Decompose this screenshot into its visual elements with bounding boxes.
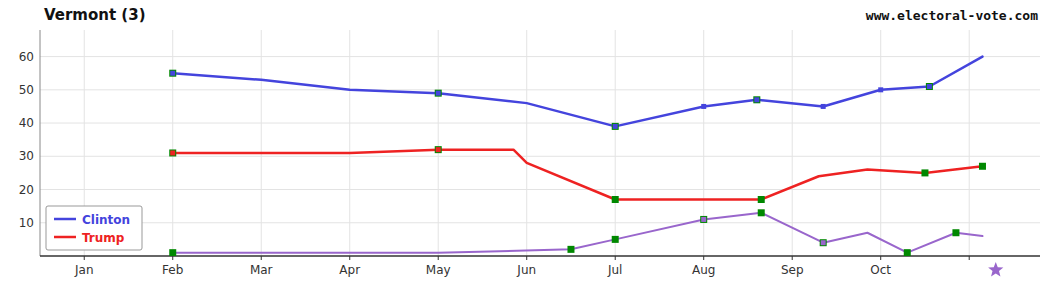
- x-grid-line: [261, 30, 262, 256]
- series-line: [173, 150, 983, 200]
- chart-svg: 10 20 30 40 50 60 Jan Feb Mar Apr May Jun Jul Aug Sep O…: [0, 0, 1060, 300]
- series-line: [173, 57, 983, 127]
- election-day-star: [988, 262, 1003, 276]
- poll-marker: [821, 240, 826, 245]
- poll-marker: [169, 70, 176, 77]
- poll-marker: [921, 169, 928, 176]
- x-grid-line: [526, 30, 527, 256]
- series-line: [173, 213, 983, 253]
- poll-marker: [170, 71, 175, 76]
- x-grid-line: [172, 30, 173, 256]
- x-grid-line: [349, 30, 350, 256]
- poll-marker: [754, 97, 759, 102]
- x-tick-label: May: [426, 263, 451, 277]
- legend-swatch: [54, 236, 76, 239]
- y-axis-line: [40, 30, 41, 256]
- poll-marker: [758, 196, 765, 203]
- poll-marker: [613, 124, 618, 129]
- y-grid-line: [40, 222, 1040, 223]
- chart-title: Vermont (3): [44, 6, 146, 24]
- axes: 10 20 30 40 50 60 Jan Feb Mar Apr May Jun Jul Aug Sep O…: [19, 30, 1040, 277]
- x-tick-label: Jun: [516, 263, 536, 277]
- y-tick-label: 40: [19, 116, 34, 130]
- y-grid-line: [40, 156, 1040, 157]
- x-tick-label: Feb: [162, 263, 183, 277]
- poll-marker: [821, 104, 826, 109]
- legend-label: Trump: [82, 231, 125, 245]
- x-grid-line: [880, 30, 881, 256]
- x-tick-label: Jan: [74, 263, 94, 277]
- x-tick: [438, 256, 439, 260]
- x-grid-line: [792, 30, 793, 256]
- x-tick-label: Oct: [870, 263, 891, 277]
- chart-container: 10 20 30 40 50 60 Jan Feb Mar Apr May Jun Jul Aug Sep O…: [0, 0, 1060, 300]
- x-tick: [261, 256, 262, 260]
- poll-marker: [927, 84, 932, 89]
- legend: Clinton Trump: [46, 206, 142, 250]
- x-axis-line: [40, 255, 1040, 257]
- x-tick: [526, 256, 527, 260]
- poll-marker: [701, 104, 706, 109]
- x-tick-label: Jul: [607, 263, 622, 277]
- poll-marker: [612, 123, 619, 130]
- poll-marker: [878, 87, 883, 92]
- poll-marker: [169, 149, 176, 156]
- legend-swatch: [54, 218, 76, 221]
- poll-marker: [435, 146, 442, 153]
- x-grid-line: [438, 30, 439, 256]
- x-tick: [792, 256, 793, 260]
- legend-box: [46, 206, 142, 250]
- poll-marker: [170, 150, 175, 155]
- plot-area: [169, 57, 986, 256]
- y-tick-label: 30: [19, 149, 34, 163]
- y-tick-label: 10: [19, 216, 34, 230]
- x-tick-label: Apr: [339, 263, 360, 277]
- poll-marker: [700, 216, 707, 223]
- poll-marker: [926, 83, 933, 90]
- poll-marker: [612, 196, 619, 203]
- poll-marker: [612, 236, 619, 243]
- x-tick: [615, 256, 616, 260]
- x-tick: [349, 256, 350, 260]
- legend-label: Clinton: [82, 213, 130, 227]
- poll-marker: [436, 91, 441, 96]
- x-tick: [880, 256, 881, 260]
- x-grid-line: [615, 30, 616, 256]
- poll-marker: [436, 147, 441, 152]
- x-tick: [172, 256, 173, 260]
- y-tick-label: 60: [19, 50, 34, 64]
- x-tick-label: Aug: [692, 263, 715, 277]
- poll-marker: [753, 96, 760, 103]
- y-tick-label: 20: [19, 183, 34, 197]
- y-grid-line: [40, 56, 1040, 57]
- poll-marker: [169, 249, 176, 256]
- y-grid-line: [40, 189, 1040, 190]
- y-grid-line: [40, 123, 1040, 124]
- y-tick-label: 50: [19, 83, 34, 97]
- source-url: www.electoral-vote.com: [866, 8, 1038, 23]
- poll-marker: [820, 239, 827, 246]
- poll-marker: [567, 246, 574, 253]
- poll-marker: [435, 90, 442, 97]
- x-tick-label: Mar: [250, 263, 273, 277]
- poll-marker: [758, 209, 765, 216]
- grid: [40, 30, 1040, 256]
- x-tick: [84, 256, 85, 260]
- x-tick: [969, 256, 970, 260]
- x-tick-label: Sep: [781, 263, 804, 277]
- poll-marker: [904, 249, 911, 256]
- poll-marker: [701, 217, 706, 222]
- poll-marker: [979, 163, 986, 170]
- poll-marker: [952, 229, 959, 236]
- x-tick: [703, 256, 704, 260]
